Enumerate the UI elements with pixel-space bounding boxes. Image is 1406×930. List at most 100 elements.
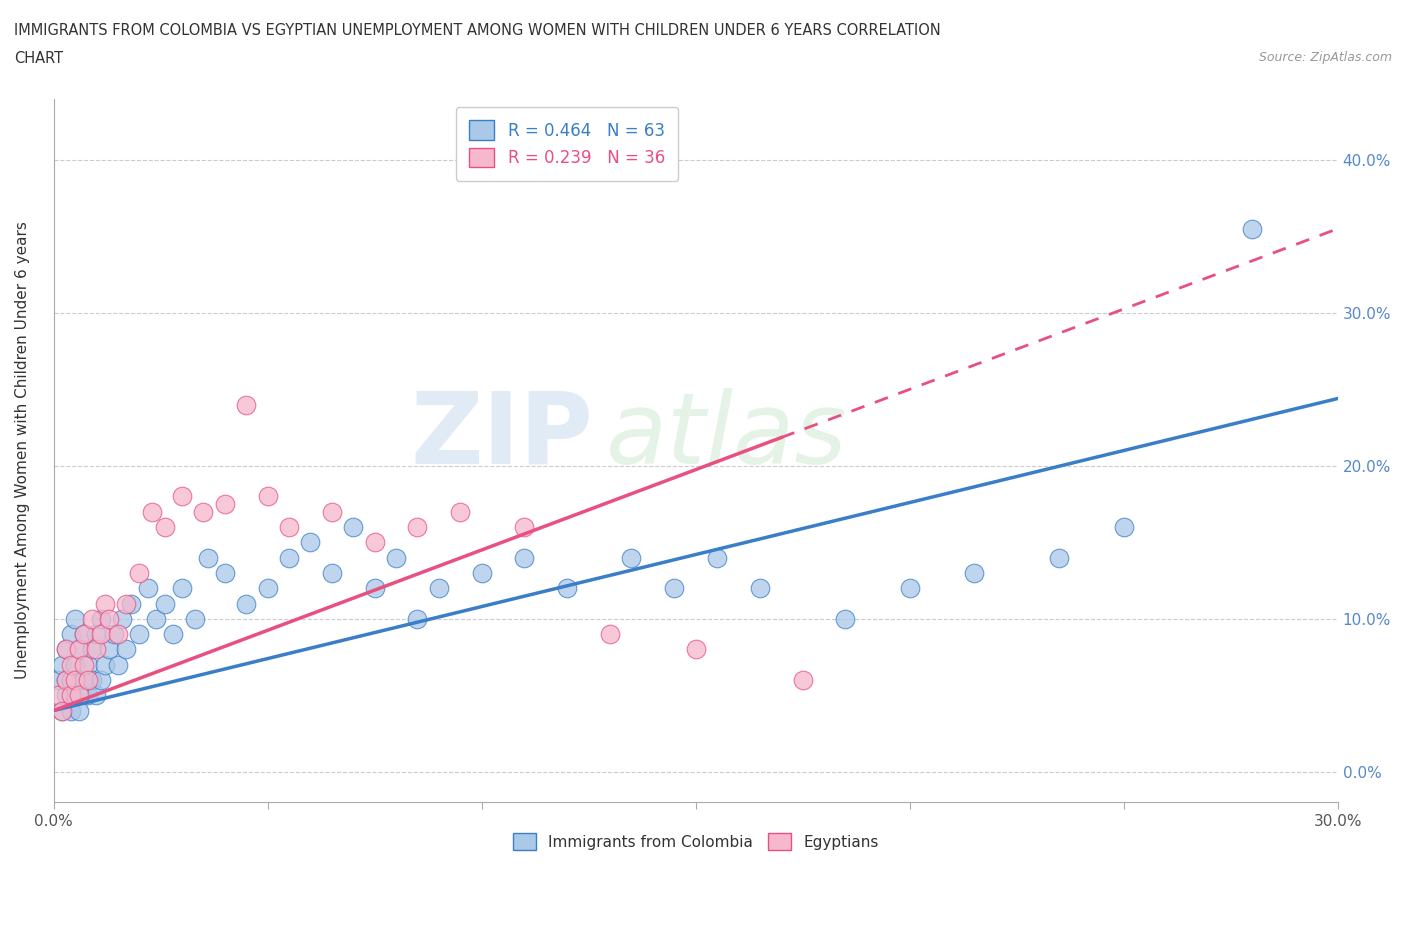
Point (685, 642, 707, 657)
Point (90, 627, 112, 642)
Point (115, 642, 138, 657)
Point (363, 535, 385, 550)
Point (1240, 221, 1263, 236)
Point (406, 611, 429, 626)
Point (63, 658, 86, 672)
Point (86, 688, 108, 703)
Point (256, 580, 278, 595)
Point (98, 642, 121, 657)
Point (98, 611, 121, 626)
Point (86, 627, 108, 642)
Point (321, 504, 343, 519)
Point (59, 688, 82, 703)
Point (1049, 551, 1071, 565)
Point (72, 658, 94, 672)
Point (664, 580, 686, 595)
Point (963, 565, 986, 580)
Point (214, 497, 236, 512)
Point (59, 658, 82, 672)
Point (363, 580, 385, 595)
Point (136, 580, 159, 595)
Text: atlas: atlas (606, 388, 848, 485)
Point (120, 596, 142, 611)
Point (898, 580, 921, 595)
Point (706, 551, 728, 565)
Point (235, 596, 257, 611)
Text: IMMIGRANTS FROM COLOMBIA VS EGYPTIAN UNEMPLOYMENT AMONG WOMEN WITH CHILDREN UNDE: IMMIGRANTS FROM COLOMBIA VS EGYPTIAN UNE… (14, 23, 941, 38)
Point (278, 520, 301, 535)
Point (55, 642, 77, 657)
Point (94, 596, 117, 611)
Point (170, 580, 193, 595)
Point (184, 611, 207, 626)
Text: Source: ZipAtlas.com: Source: ZipAtlas.com (1258, 51, 1392, 64)
Point (59, 627, 82, 642)
Point (63, 672, 86, 687)
Point (170, 489, 193, 504)
Point (76, 672, 98, 687)
Point (90, 611, 112, 626)
Point (59, 672, 82, 687)
Point (63, 611, 86, 626)
Point (256, 489, 278, 504)
Point (792, 672, 814, 687)
Point (141, 504, 163, 519)
Point (107, 627, 129, 642)
Point (55, 642, 77, 657)
Point (82, 611, 104, 626)
Point (1112, 520, 1135, 535)
Text: ZIP: ZIP (411, 388, 593, 485)
Point (46, 672, 69, 687)
Point (115, 596, 138, 611)
Point (299, 535, 322, 550)
Point (385, 551, 408, 565)
Point (406, 520, 429, 535)
Point (55, 672, 77, 687)
Text: CHART: CHART (14, 51, 63, 66)
Point (321, 565, 343, 580)
Point (90, 672, 112, 687)
Point (82, 672, 104, 687)
Point (748, 580, 770, 595)
Point (67, 642, 90, 657)
Point (67, 703, 90, 718)
Point (427, 580, 450, 595)
Point (94, 658, 117, 672)
Point (59, 703, 82, 718)
Point (67, 642, 90, 657)
Point (55, 672, 77, 687)
Point (76, 688, 98, 703)
Point (162, 627, 184, 642)
Point (193, 504, 215, 519)
Point (235, 397, 257, 412)
Point (128, 565, 150, 580)
Point (620, 551, 643, 565)
Point (103, 627, 125, 642)
Point (153, 520, 176, 535)
Point (342, 520, 364, 535)
Point (76, 658, 98, 672)
Point (278, 551, 301, 565)
Point (63, 688, 86, 703)
Point (107, 658, 129, 672)
Point (55, 688, 77, 703)
Point (51, 658, 73, 672)
Point (197, 551, 219, 565)
Legend: Immigrants from Colombia, Egyptians: Immigrants from Colombia, Egyptians (505, 825, 886, 858)
Point (449, 504, 471, 519)
Point (214, 565, 236, 580)
Point (513, 551, 536, 565)
Y-axis label: Unemployment Among Women with Children Under 6 years: Unemployment Among Women with Children U… (15, 221, 30, 680)
Point (513, 520, 536, 535)
Point (471, 565, 494, 580)
Point (834, 611, 856, 626)
Point (82, 642, 104, 657)
Point (72, 672, 94, 687)
Point (51, 703, 73, 718)
Point (555, 580, 578, 595)
Point (67, 688, 90, 703)
Point (51, 703, 73, 718)
Point (86, 642, 108, 657)
Point (145, 611, 167, 626)
Point (72, 627, 94, 642)
